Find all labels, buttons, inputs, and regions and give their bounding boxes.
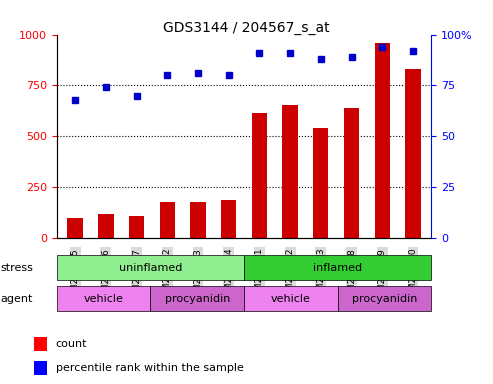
- Bar: [34, 337, 47, 351]
- Text: procyanidin: procyanidin: [352, 293, 417, 304]
- Bar: [98, 214, 113, 238]
- Bar: [282, 105, 298, 238]
- Bar: [313, 128, 328, 238]
- Text: procyanidin: procyanidin: [165, 293, 230, 304]
- Bar: [344, 108, 359, 238]
- Bar: [68, 218, 83, 238]
- Text: uninflamed: uninflamed: [119, 263, 182, 273]
- Text: percentile rank within the sample: percentile rank within the sample: [56, 363, 244, 373]
- Bar: [190, 202, 206, 238]
- Bar: [57, 255, 244, 280]
- Bar: [150, 286, 244, 311]
- Bar: [244, 255, 431, 280]
- Bar: [405, 69, 421, 238]
- Bar: [129, 216, 144, 238]
- Bar: [34, 361, 47, 375]
- Text: count: count: [56, 339, 87, 349]
- Text: stress: stress: [0, 263, 34, 273]
- Text: GDS3144 / 204567_s_at: GDS3144 / 204567_s_at: [163, 21, 330, 35]
- Bar: [338, 286, 431, 311]
- Text: inflamed: inflamed: [313, 263, 362, 273]
- Text: agent: agent: [0, 293, 33, 304]
- Bar: [244, 286, 338, 311]
- Bar: [221, 200, 236, 238]
- Text: vehicle: vehicle: [84, 293, 123, 304]
- Bar: [160, 202, 175, 238]
- Bar: [57, 286, 150, 311]
- Text: vehicle: vehicle: [271, 293, 311, 304]
- Bar: [252, 113, 267, 238]
- Bar: [375, 43, 390, 238]
